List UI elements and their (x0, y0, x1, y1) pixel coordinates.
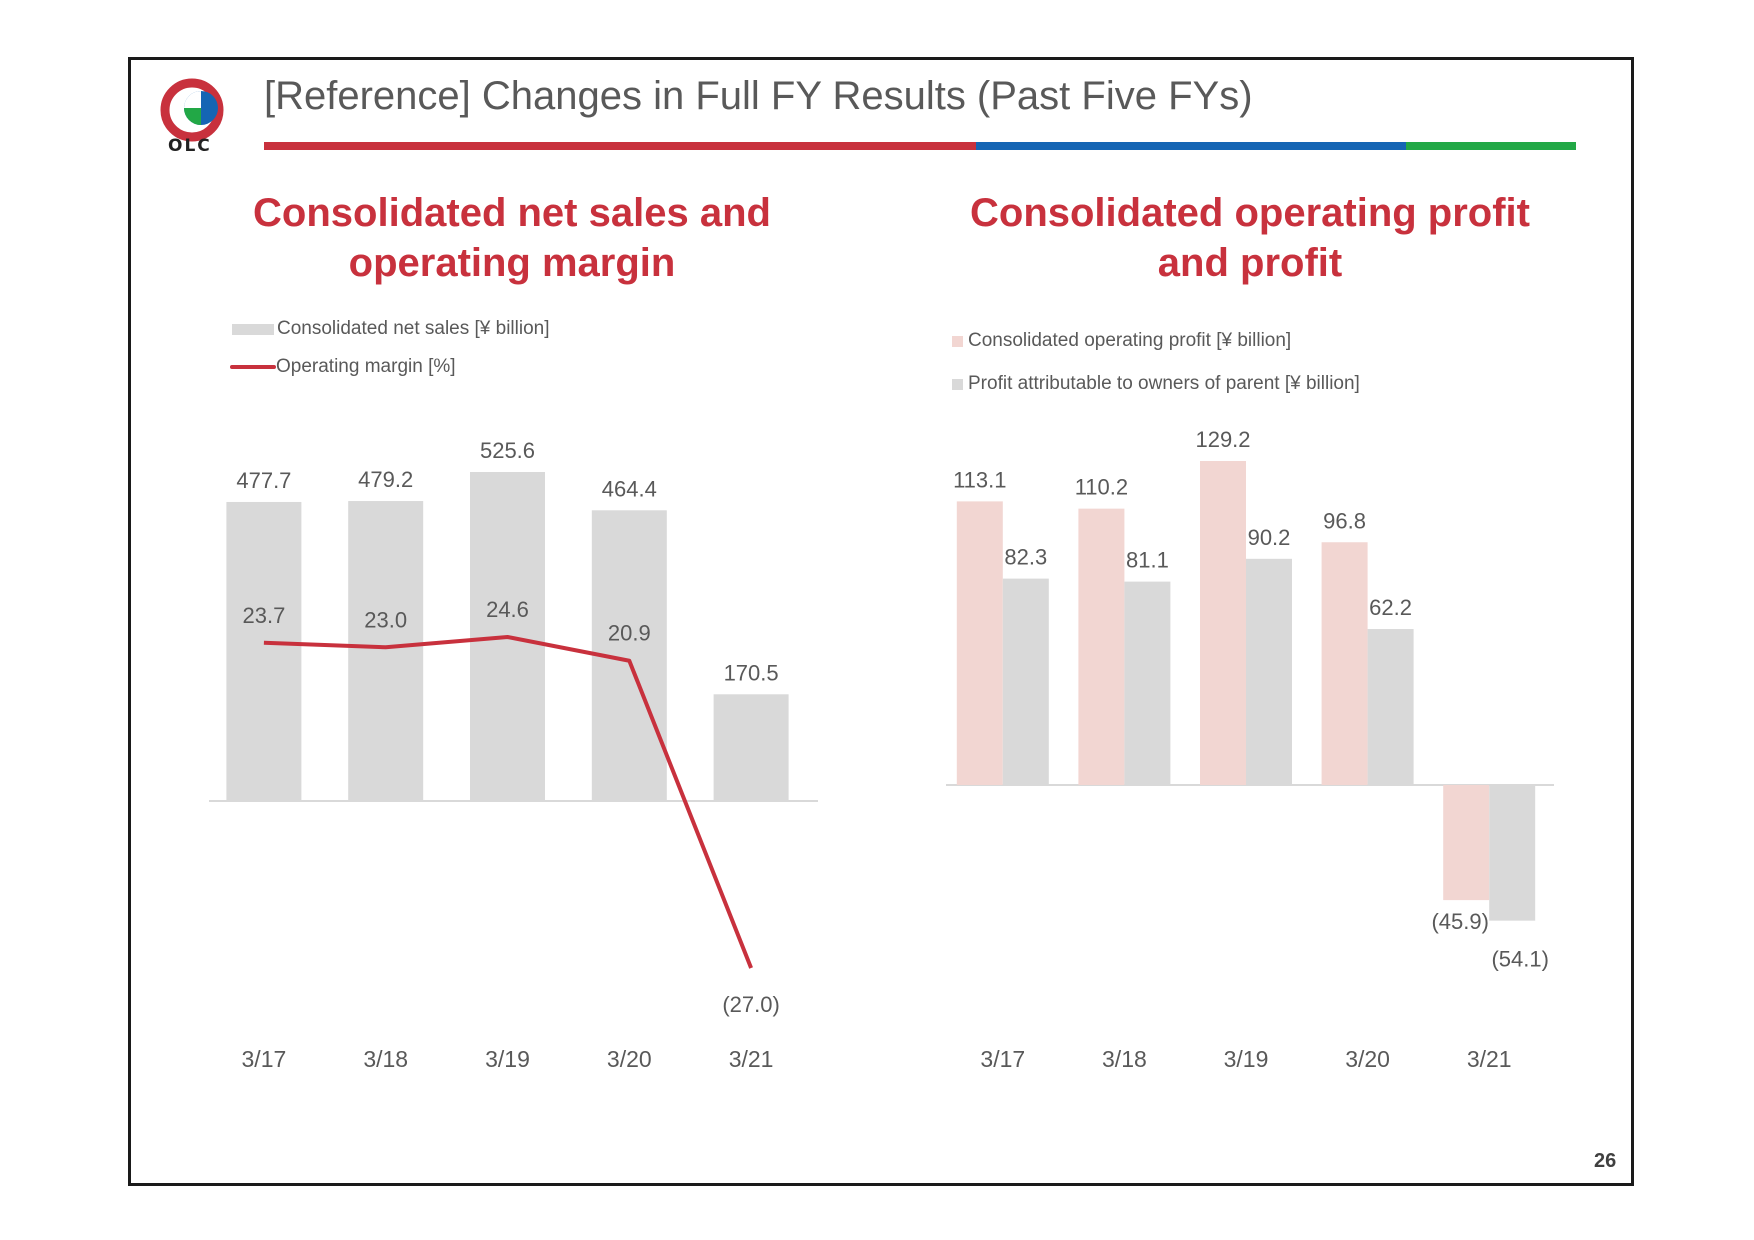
legend-label-profit-parent: Profit attributable to owners of parent … (968, 373, 1360, 394)
label-net-sales-3/17: 477.7 (236, 468, 291, 493)
bar-series1-3/17 (956, 501, 1003, 785)
legend-label-net-sales: Consolidated net sales [¥ billion] (277, 318, 550, 339)
title-rule-red (264, 142, 976, 150)
bar-series2-3/20 (1367, 629, 1414, 785)
tick-right-3/18: 3/18 (1102, 1046, 1147, 1072)
bar-series1-3/20 (1321, 542, 1368, 785)
line-operating-margin (263, 635, 753, 969)
bar-series1-3/18 (1078, 508, 1125, 785)
label-net-sales-3/21: 170.5 (724, 660, 779, 685)
tick-left-3/21: 3/21 (729, 1046, 774, 1072)
label-operating-margin-3/19: 24.6 (486, 597, 529, 622)
label-operating-margin-3/18: 23.0 (364, 607, 407, 632)
legend-swatch-operating-margin (230, 365, 276, 369)
bar-net-sales-3/18 (348, 501, 424, 801)
legend-swatch-operating-profit (952, 335, 963, 347)
page-number: 26 (1594, 1150, 1617, 1172)
bar-net-sales-3/17 (226, 501, 302, 801)
label-series1-3/18: 110.2 (1075, 475, 1128, 500)
label-series2-3/20: 62.2 (1369, 595, 1412, 620)
label-net-sales-3/18: 479.2 (358, 467, 413, 492)
olc-logo-icon (160, 78, 224, 142)
label-series2-3/21: (54.1) (1491, 947, 1548, 972)
bar-series2-3/21 (1489, 785, 1536, 921)
tick-right-3/17: 3/17 (980, 1046, 1025, 1072)
label-net-sales-3/20: 464.4 (602, 476, 657, 501)
chart-title-operating-profit: Consolidated operating profit and profit (970, 191, 1530, 285)
label-series2-3/19: 90.2 (1248, 525, 1291, 550)
label-series2-3/17: 82.3 (1004, 545, 1047, 570)
legend-operating-profit: Consolidated operating profit [¥ billion… (952, 330, 1291, 352)
legend-label-operating-margin: Operating margin [%] (276, 356, 456, 377)
legend-label-operating-profit: Consolidated operating profit [¥ billion… (968, 330, 1292, 351)
legend-swatch-profit-parent (952, 378, 963, 390)
bar-series2-3/17 (1002, 578, 1049, 785)
tick-right-3/19: 3/19 (1224, 1046, 1269, 1072)
legend-net-sales: Consolidated net sales [¥ billion] (232, 318, 550, 340)
tick-left-3/20: 3/20 (607, 1046, 652, 1072)
legend-operating-margin: Operating margin [%] (230, 356, 456, 378)
legend-swatch-net-sales (232, 323, 274, 335)
tick-left-3/19: 3/19 (485, 1046, 530, 1072)
label-operating-margin-3/21: (27.0) (722, 992, 779, 1017)
label-series1-3/17: 113.1 (953, 467, 1006, 492)
label-series1-3/20: 96.8 (1323, 508, 1366, 533)
page-title: [Reference] Changes in Full FY Results (… (264, 74, 1253, 118)
bar-net-sales-3/21 (713, 694, 789, 801)
label-series1-3/19: 129.2 (1195, 427, 1250, 452)
tick-right-3/21: 3/21 (1467, 1046, 1512, 1072)
label-net-sales-3/19: 525.6 (480, 438, 535, 463)
bar-series2-3/18 (1124, 581, 1171, 785)
bar-series1-3/21 (1443, 785, 1490, 901)
label-series1-3/21: (45.9) (1431, 909, 1488, 934)
title-rule-blue (976, 142, 1406, 150)
legend-profit-parent: Profit attributable to owners of parent … (952, 373, 1360, 395)
tick-left-3/18: 3/18 (363, 1046, 408, 1072)
bar-series2-3/19 (1246, 558, 1292, 785)
label-operating-margin-3/20: 20.9 (608, 621, 651, 646)
tick-left-3/17: 3/17 (242, 1046, 287, 1072)
label-operating-margin-3/17: 23.7 (242, 603, 285, 628)
label-series2-3/18: 81.1 (1126, 548, 1169, 573)
tick-right-3/20: 3/20 (1345, 1046, 1390, 1072)
chart-title-net-sales: Consolidated net sales and operating mar… (253, 191, 771, 285)
logo-text: OLC (168, 136, 212, 156)
title-rule-green (1406, 142, 1576, 150)
bar-series1-3/19 (1200, 461, 1246, 785)
